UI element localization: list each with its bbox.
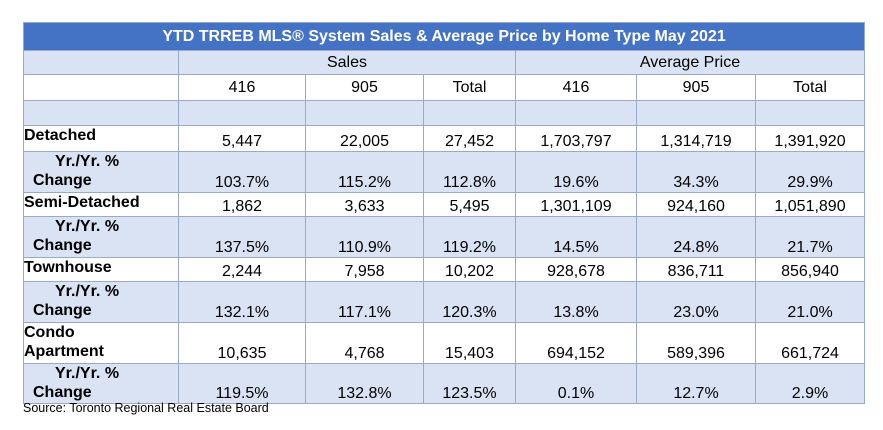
table-row: Yr./Yr. % Change 119.5% 132.8% 123.5% 0.… xyxy=(23,363,866,404)
group-header-average-price: Average Price xyxy=(514,50,866,75)
sales-price-table: YTD TRREB MLS® System Sales & Average Pr… xyxy=(22,22,866,404)
column-header: Total xyxy=(754,74,866,101)
row-label-line1: Yr./Yr. % xyxy=(55,153,120,170)
table-row: Condo Apartment 10,635 4,768 15,403 694,… xyxy=(23,322,866,364)
row-label-line2: Change xyxy=(33,172,92,189)
table-cell: 132.1% xyxy=(178,281,306,323)
table-cell: 7,958 xyxy=(305,257,424,282)
table-cell: 22,005 xyxy=(305,125,424,152)
table-cell: 14.5% xyxy=(515,216,637,258)
row-label-line1: Yr./Yr. % xyxy=(55,218,120,235)
table-cell: 1,301,109 xyxy=(515,192,637,217)
table-cell: 34.3% xyxy=(636,151,756,193)
spacer-cell xyxy=(754,100,866,126)
table-cell: 12.7% xyxy=(636,363,756,404)
row-label: Semi-Detached xyxy=(23,192,179,217)
spacer-cell xyxy=(423,100,516,126)
table-cell: 928,678 xyxy=(515,257,637,282)
table-cell: 115.2% xyxy=(305,151,424,193)
table-cell: 137.5% xyxy=(178,216,306,258)
table-row: Detached 5,447 22,005 27,452 1,703,797 1… xyxy=(23,125,866,152)
table-cell: 2.9% xyxy=(754,363,866,404)
table-cell: 1,391,920 xyxy=(754,125,866,152)
spacer-cell xyxy=(636,100,756,126)
column-header: 416 xyxy=(515,74,637,101)
row-label-line2: Change xyxy=(33,302,92,319)
row-label: Yr./Yr. % Change xyxy=(23,216,179,258)
row-label-line1: Yr./Yr. % xyxy=(55,365,120,382)
table-cell: 856,940 xyxy=(754,257,866,282)
table-cell: 13.8% xyxy=(515,281,637,323)
table-title: YTD TRREB MLS® System Sales & Average Pr… xyxy=(22,22,866,51)
header-empty-cell xyxy=(23,50,179,75)
table-cell: 10,635 xyxy=(178,322,306,364)
table-cell: 21.7% xyxy=(754,216,866,258)
table-row: Townhouse 2,244 7,958 10,202 928,678 836… xyxy=(23,257,866,282)
table-cell: 23.0% xyxy=(636,281,756,323)
table-cell: 19.6% xyxy=(515,151,637,193)
table-cell: 119.2% xyxy=(423,216,516,258)
column-header: 905 xyxy=(305,74,424,101)
table-cell: 119.5% xyxy=(178,363,306,404)
row-label: Condo Apartment xyxy=(23,322,179,364)
table-cell: 112.8% xyxy=(423,151,516,193)
table-cell: 694,152 xyxy=(515,322,637,364)
row-label-line1: Yr./Yr. % xyxy=(55,283,120,300)
table-cell: 1,862 xyxy=(178,192,306,217)
table-cell: 29.9% xyxy=(754,151,866,193)
subheader-empty-cell xyxy=(23,74,179,101)
spacer-cell xyxy=(305,100,424,126)
table-cell: 1,703,797 xyxy=(515,125,637,152)
table-cell: 1,051,890 xyxy=(754,192,866,217)
table-cell: 15,403 xyxy=(423,322,516,364)
spacer-cell xyxy=(23,100,179,126)
row-label: Yr./Yr. % Change xyxy=(23,363,179,404)
table-cell: 661,724 xyxy=(754,322,866,364)
column-header: 905 xyxy=(636,74,756,101)
table-row: Semi-Detached 1,862 3,633 5,495 1,301,10… xyxy=(23,192,866,217)
table-cell: 27,452 xyxy=(423,125,516,152)
table-cell: 120.3% xyxy=(423,281,516,323)
row-label: Townhouse xyxy=(23,257,179,282)
column-header: Total xyxy=(423,74,516,101)
row-label: Yr./Yr. % Change xyxy=(23,281,179,323)
row-label-line2: Apartment xyxy=(24,343,105,360)
table-cell: 0.1% xyxy=(515,363,637,404)
table-row: Yr./Yr. % Change 132.1% 117.1% 120.3% 13… xyxy=(23,281,866,323)
spacer-cell xyxy=(515,100,637,126)
table-cell: 132.8% xyxy=(305,363,424,404)
table-cell: 1,314,719 xyxy=(636,125,756,152)
column-header: 416 xyxy=(178,74,306,101)
spacer-cell xyxy=(178,100,306,126)
group-header-sales: Sales xyxy=(178,50,516,75)
table-cell: 924,160 xyxy=(636,192,756,217)
table-cell: 3,633 xyxy=(305,192,424,217)
table-cell: 5,447 xyxy=(178,125,306,152)
table-cell: 10,202 xyxy=(423,257,516,282)
table-cell: 836,711 xyxy=(636,257,756,282)
table-cell: 117.1% xyxy=(305,281,424,323)
row-label-line1: Condo xyxy=(24,324,75,341)
row-label: Detached xyxy=(23,125,179,152)
table-cell: 589,396 xyxy=(636,322,756,364)
table-cell: 4,768 xyxy=(305,322,424,364)
row-label-line2: Change xyxy=(33,237,92,254)
source-note: Source: Toronto Regional Real Estate Boa… xyxy=(23,401,269,415)
table-cell: 24.8% xyxy=(636,216,756,258)
table-cell: 21.0% xyxy=(754,281,866,323)
table-cell: 110.9% xyxy=(305,216,424,258)
table-cell: 123.5% xyxy=(423,363,516,404)
row-label: Yr./Yr. % Change xyxy=(23,151,179,193)
table-cell: 103.7% xyxy=(178,151,306,193)
table-cell: 5,495 xyxy=(423,192,516,217)
table-row: Yr./Yr. % Change 103.7% 115.2% 112.8% 19… xyxy=(23,151,866,193)
table-row: Yr./Yr. % Change 137.5% 110.9% 119.2% 14… xyxy=(23,216,866,258)
row-label-line2: Change xyxy=(33,384,92,401)
table-cell: 2,244 xyxy=(178,257,306,282)
